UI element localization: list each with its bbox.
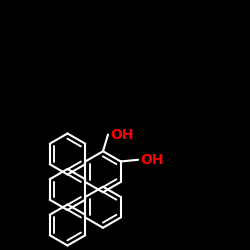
- Text: OH: OH: [110, 128, 134, 141]
- Text: OH: OH: [140, 153, 164, 167]
